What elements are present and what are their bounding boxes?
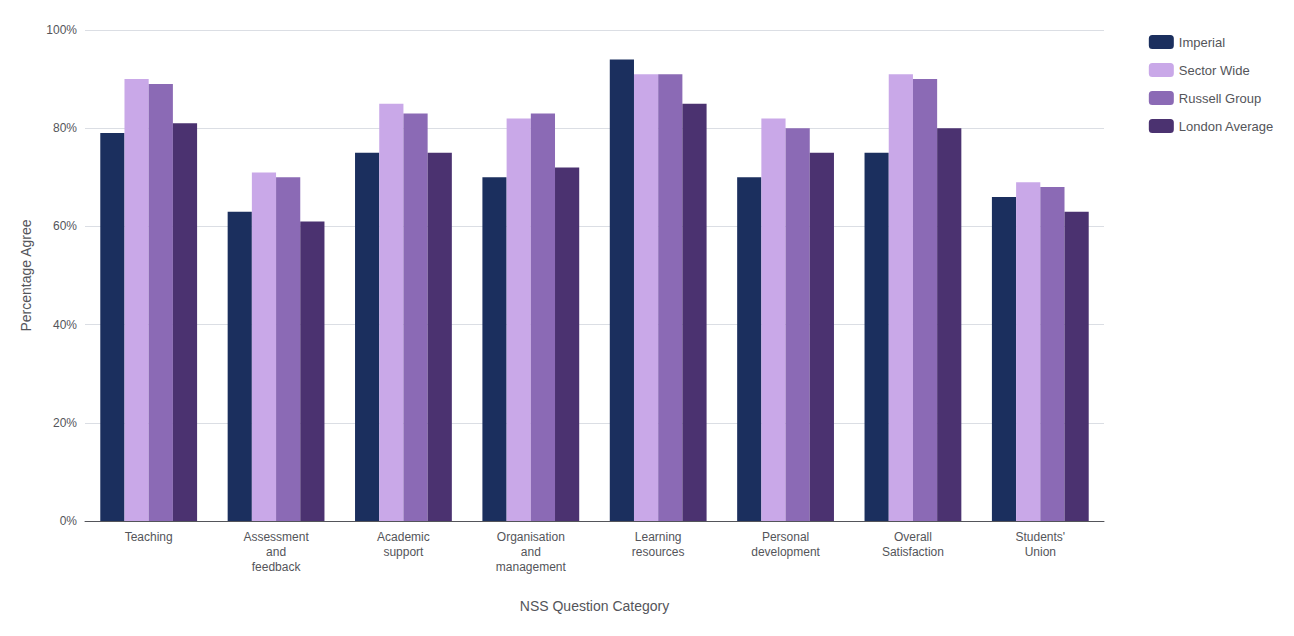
svg-text:Overall: Overall: [894, 530, 932, 544]
svg-text:Students': Students': [1015, 530, 1065, 544]
svg-text:support: support: [383, 545, 424, 559]
svg-text:Union: Union: [1025, 545, 1056, 559]
svg-text:60%: 60%: [53, 219, 77, 233]
svg-text:Sector Wide: Sector Wide: [1179, 63, 1250, 78]
svg-text:80%: 80%: [53, 121, 77, 135]
svg-text:resources: resources: [632, 545, 685, 559]
svg-text:NSS Question Category: NSS Question Category: [520, 598, 669, 614]
svg-text:London Average: London Average: [1179, 119, 1273, 134]
svg-text:Satisfaction: Satisfaction: [882, 545, 944, 559]
svg-text:20%: 20%: [53, 416, 77, 430]
svg-text:Teaching: Teaching: [125, 530, 173, 544]
svg-text:40%: 40%: [53, 318, 77, 332]
svg-text:Academic: Academic: [377, 530, 430, 544]
svg-text:100%: 100%: [46, 23, 77, 37]
svg-text:0%: 0%: [60, 514, 78, 528]
svg-text:Assessment: Assessment: [243, 530, 309, 544]
svg-text:and: and: [266, 545, 286, 559]
svg-text:and: and: [521, 545, 541, 559]
svg-text:Organisation: Organisation: [497, 530, 565, 544]
svg-text:Learning: Learning: [635, 530, 682, 544]
svg-text:development: development: [751, 545, 820, 559]
svg-text:Imperial: Imperial: [1179, 35, 1225, 50]
svg-text:Personal: Personal: [762, 530, 809, 544]
svg-text:Percentage Agree: Percentage Agree: [18, 219, 34, 331]
svg-text:management: management: [496, 560, 567, 574]
svg-text:Russell Group: Russell Group: [1179, 91, 1261, 106]
svg-text:feedback: feedback: [252, 560, 302, 574]
